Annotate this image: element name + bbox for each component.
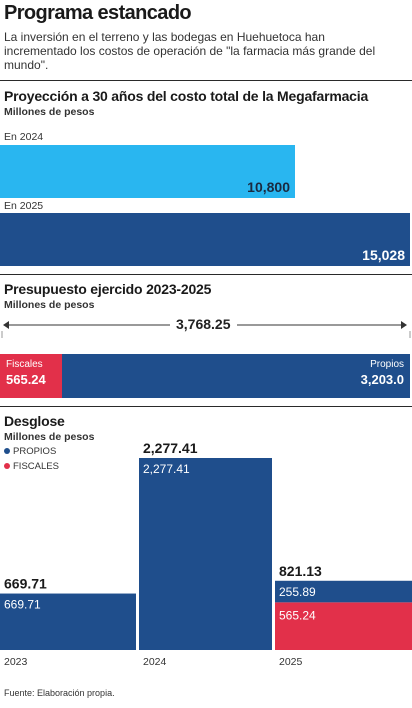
budget-title: Presupuesto ejercido 2023-2025 [4, 281, 212, 297]
legend-fiscales: FISCALES [4, 461, 59, 472]
breakdown-category-2025: 2025 [279, 656, 303, 668]
projection-bar-2024 [0, 145, 295, 198]
breakdown-total-2024: 2,277.41 [143, 440, 198, 456]
projection-label-2025: En 2025 [4, 200, 44, 212]
breakdown-label-fiscales-2025: 565.24 [279, 608, 316, 622]
budget-bar-propios [62, 354, 410, 398]
budget-bar-fiscales [0, 354, 62, 398]
page-title: Programa estancado [4, 2, 192, 24]
budget-label-propios: Propios [370, 359, 404, 370]
projection-value-2025: 15,028 [362, 247, 405, 263]
legend-dot-propios [4, 448, 10, 455]
breakdown-units: Millones de pesos [4, 431, 95, 443]
budget-total-value: 3,768.25 [170, 316, 237, 332]
projection-label-2024: En 2024 [4, 131, 44, 143]
projection-bar-2025 [0, 213, 410, 266]
projection-title: Proyección a 30 años del costo total de … [4, 88, 369, 104]
breakdown-label-propios-2024: 2,277.41 [143, 462, 190, 476]
breakdown-category-2024: 2024 [143, 656, 167, 668]
projection-value-2024: 10,800 [247, 179, 290, 195]
breakdown-label-propios-2025: 255.89 [279, 585, 316, 599]
divider [0, 406, 412, 407]
budget-value-fiscales: 565.24 [6, 372, 46, 387]
breakdown-bar-propios-2025 [275, 580, 412, 603]
breakdown-bar-propios-2023 [0, 593, 136, 650]
breakdown-total-2025: 821.13 [279, 563, 322, 579]
divider [0, 274, 412, 275]
budget-label-fiscales: Fiscales [6, 359, 43, 370]
breakdown-label-propios-2023: 669.71 [4, 598, 41, 612]
breakdown-category-2023: 2023 [4, 656, 28, 668]
breakdown-chart: 669.71 669.71 2023 2,277.41 2,277.41 2024 565.… [0, 440, 412, 668]
breakdown-bar-propios-2024 [139, 458, 272, 650]
legend-dot-fiscales [4, 463, 10, 470]
divider [0, 80, 412, 81]
projection-units: Millones de pesos [4, 106, 95, 118]
breakdown-bar-fiscales-2025 [275, 602, 412, 650]
source-note: Fuente: Elaboración propia. [4, 688, 115, 698]
budget-value-propios: 3,203.0 [360, 372, 404, 387]
breakdown-total-2023: 669.71 [4, 576, 47, 592]
legend-propios: PROPIOS [4, 446, 56, 457]
breakdown-title: Desglose [4, 413, 65, 429]
budget-units: Millones de pesos [4, 299, 95, 311]
page-subtitle: La inversión en el terreno y las bodegas… [4, 30, 376, 72]
